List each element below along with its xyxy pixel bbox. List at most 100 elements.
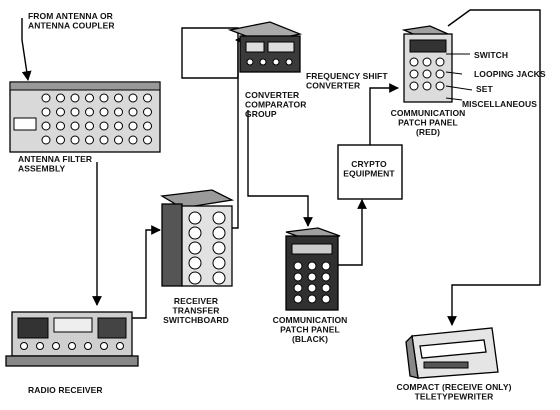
converter-group-line-3: GROUP (245, 109, 277, 119)
connector-knob (143, 135, 152, 145)
connector-knob (212, 271, 226, 285)
patch-black-line-3: (BLACK) (292, 334, 328, 344)
connector-knob (143, 107, 152, 117)
converter-feed-wire (181, 72, 238, 79)
patch-black-label: COMMUNICATION PATCH PANEL (BLACK) (273, 315, 348, 344)
converter-to-black-panel-wire (247, 110, 313, 227)
crypto-to-red-panel-wire (369, 83, 399, 145)
frequency-shift-line-1: FREQUENCY SHIFT (306, 71, 388, 81)
patch-red-parts-label: SWITCH LOOPING JACKS SET MISCELLANEOUS (462, 50, 546, 109)
converter-group-label: CONVERTER COMPARATOR GROUP (245, 90, 306, 119)
connector-knob (212, 226, 226, 240)
connector-knob (188, 226, 202, 240)
connector-knob (307, 294, 317, 304)
connector-knob (321, 283, 331, 293)
crypto-equipment-box (337, 144, 403, 200)
black-panel-to-crypto-wire (338, 199, 367, 266)
antenna-filter-line-1: ANTENNA FILTER (18, 154, 92, 164)
connector-knob (212, 256, 226, 270)
connector-knob (116, 342, 124, 350)
frequency-shift-label: FREQUENCY SHIFT CONVERTER (306, 71, 388, 91)
connector-knob (435, 81, 445, 91)
patch-red-line-2: PATCH PANEL (398, 118, 458, 128)
connector-knob (246, 58, 254, 66)
patch-panel-red (401, 25, 473, 103)
connector-knob (293, 261, 303, 271)
patch-red-line-3: (RED) (416, 127, 440, 137)
connector-knob (85, 135, 94, 145)
connector-knob (36, 342, 44, 350)
converter-comparator-group (227, 21, 303, 73)
connector-knob (188, 271, 202, 285)
teletypewriter (405, 327, 499, 379)
connector-knob (143, 93, 152, 103)
converter-input-arrow (235, 35, 245, 78)
antenna-filter-label: ANTENNA FILTER ASSEMBLY (18, 154, 92, 174)
radio-receiver-label: RADIO RECEIVER (28, 385, 103, 395)
connector-knob (70, 107, 80, 117)
connector-knob (128, 135, 138, 145)
connector-knob (84, 342, 92, 350)
connector-knob (20, 342, 28, 350)
connector-knob (188, 256, 202, 270)
connector-knob (212, 241, 226, 255)
connector-knob (85, 121, 94, 131)
connector-knob (321, 261, 331, 271)
connector-knob (293, 283, 303, 293)
connector-knob (56, 107, 65, 117)
radio-receiver (5, 311, 139, 367)
connector-knob (143, 121, 152, 131)
teletypewriter-line-1: COMPACT (RECEIVE ONLY) (396, 382, 511, 392)
connector-knob (409, 69, 419, 79)
connector-knob (307, 272, 317, 282)
teletypewriter-line-2: TELETYPEWRITER (415, 392, 494, 402)
patch-red-parts-line-1: SWITCH (474, 50, 508, 60)
signal-wires (21, 9, 541, 326)
antenna-filter-assembly (9, 81, 161, 153)
antenna-filter-line-2: ASSEMBLY (18, 164, 65, 174)
connector-knob (100, 342, 108, 350)
connector-knob (99, 121, 109, 131)
converter-group-line-2: COMPARATOR (245, 100, 306, 110)
connector-knob (285, 58, 293, 66)
misc-leader (445, 97, 463, 101)
connector-knob (422, 81, 432, 91)
converter-group-line-1: CONVERTER (245, 90, 299, 100)
receiver-switchboard-line-2: TRANSFER (172, 306, 219, 316)
connector-knob (307, 283, 317, 293)
connector-knob (114, 121, 123, 131)
crypto-line-2: EQUIPMENT (343, 169, 395, 179)
patch-panel-black (285, 227, 341, 311)
antenna-input-wire (21, 18, 32, 81)
connector-knob (85, 107, 94, 117)
connector-knob (52, 342, 60, 350)
connector-knob (41, 135, 51, 145)
connector-knob (114, 107, 123, 117)
connector-knob (212, 211, 226, 225)
connector-knob (99, 135, 109, 145)
receiver-switchboard-line-1: RECEIVER (174, 296, 218, 306)
patch-red-label: COMMUNICATION PATCH PANEL (RED) (391, 108, 466, 137)
connector-knob (70, 93, 80, 103)
connector-knob (188, 211, 202, 225)
receiver-to-switchboard-wire (128, 225, 161, 319)
crypto-line-1: CRYPTO (351, 159, 387, 169)
set-leader (445, 85, 473, 91)
connector-knob (272, 58, 280, 66)
patch-black-line-2: PATCH PANEL (280, 325, 340, 335)
connector-knob (70, 135, 80, 145)
patch-red-line-1: COMMUNICATION (391, 108, 466, 118)
looping-jacks-leader (445, 71, 463, 75)
connector-knob (307, 261, 317, 271)
red-panel-to-teletype-wire (447, 9, 541, 326)
connector-knob (70, 121, 80, 131)
connector-knob (85, 93, 94, 103)
connector-knob (422, 69, 432, 79)
connector-knob (41, 107, 51, 117)
frequency-shift-line-2: CONVERTER (306, 81, 360, 91)
teletypewriter-label: COMPACT (RECEIVE ONLY) TELETYPEWRITER (396, 382, 511, 402)
antenna-source-line-2: ANTENNA COUPLER (28, 21, 115, 31)
antenna-source-line-1: FROM ANTENNA OR (28, 11, 113, 21)
patch-red-parts-line-2: LOOPING JACKS (474, 69, 546, 79)
